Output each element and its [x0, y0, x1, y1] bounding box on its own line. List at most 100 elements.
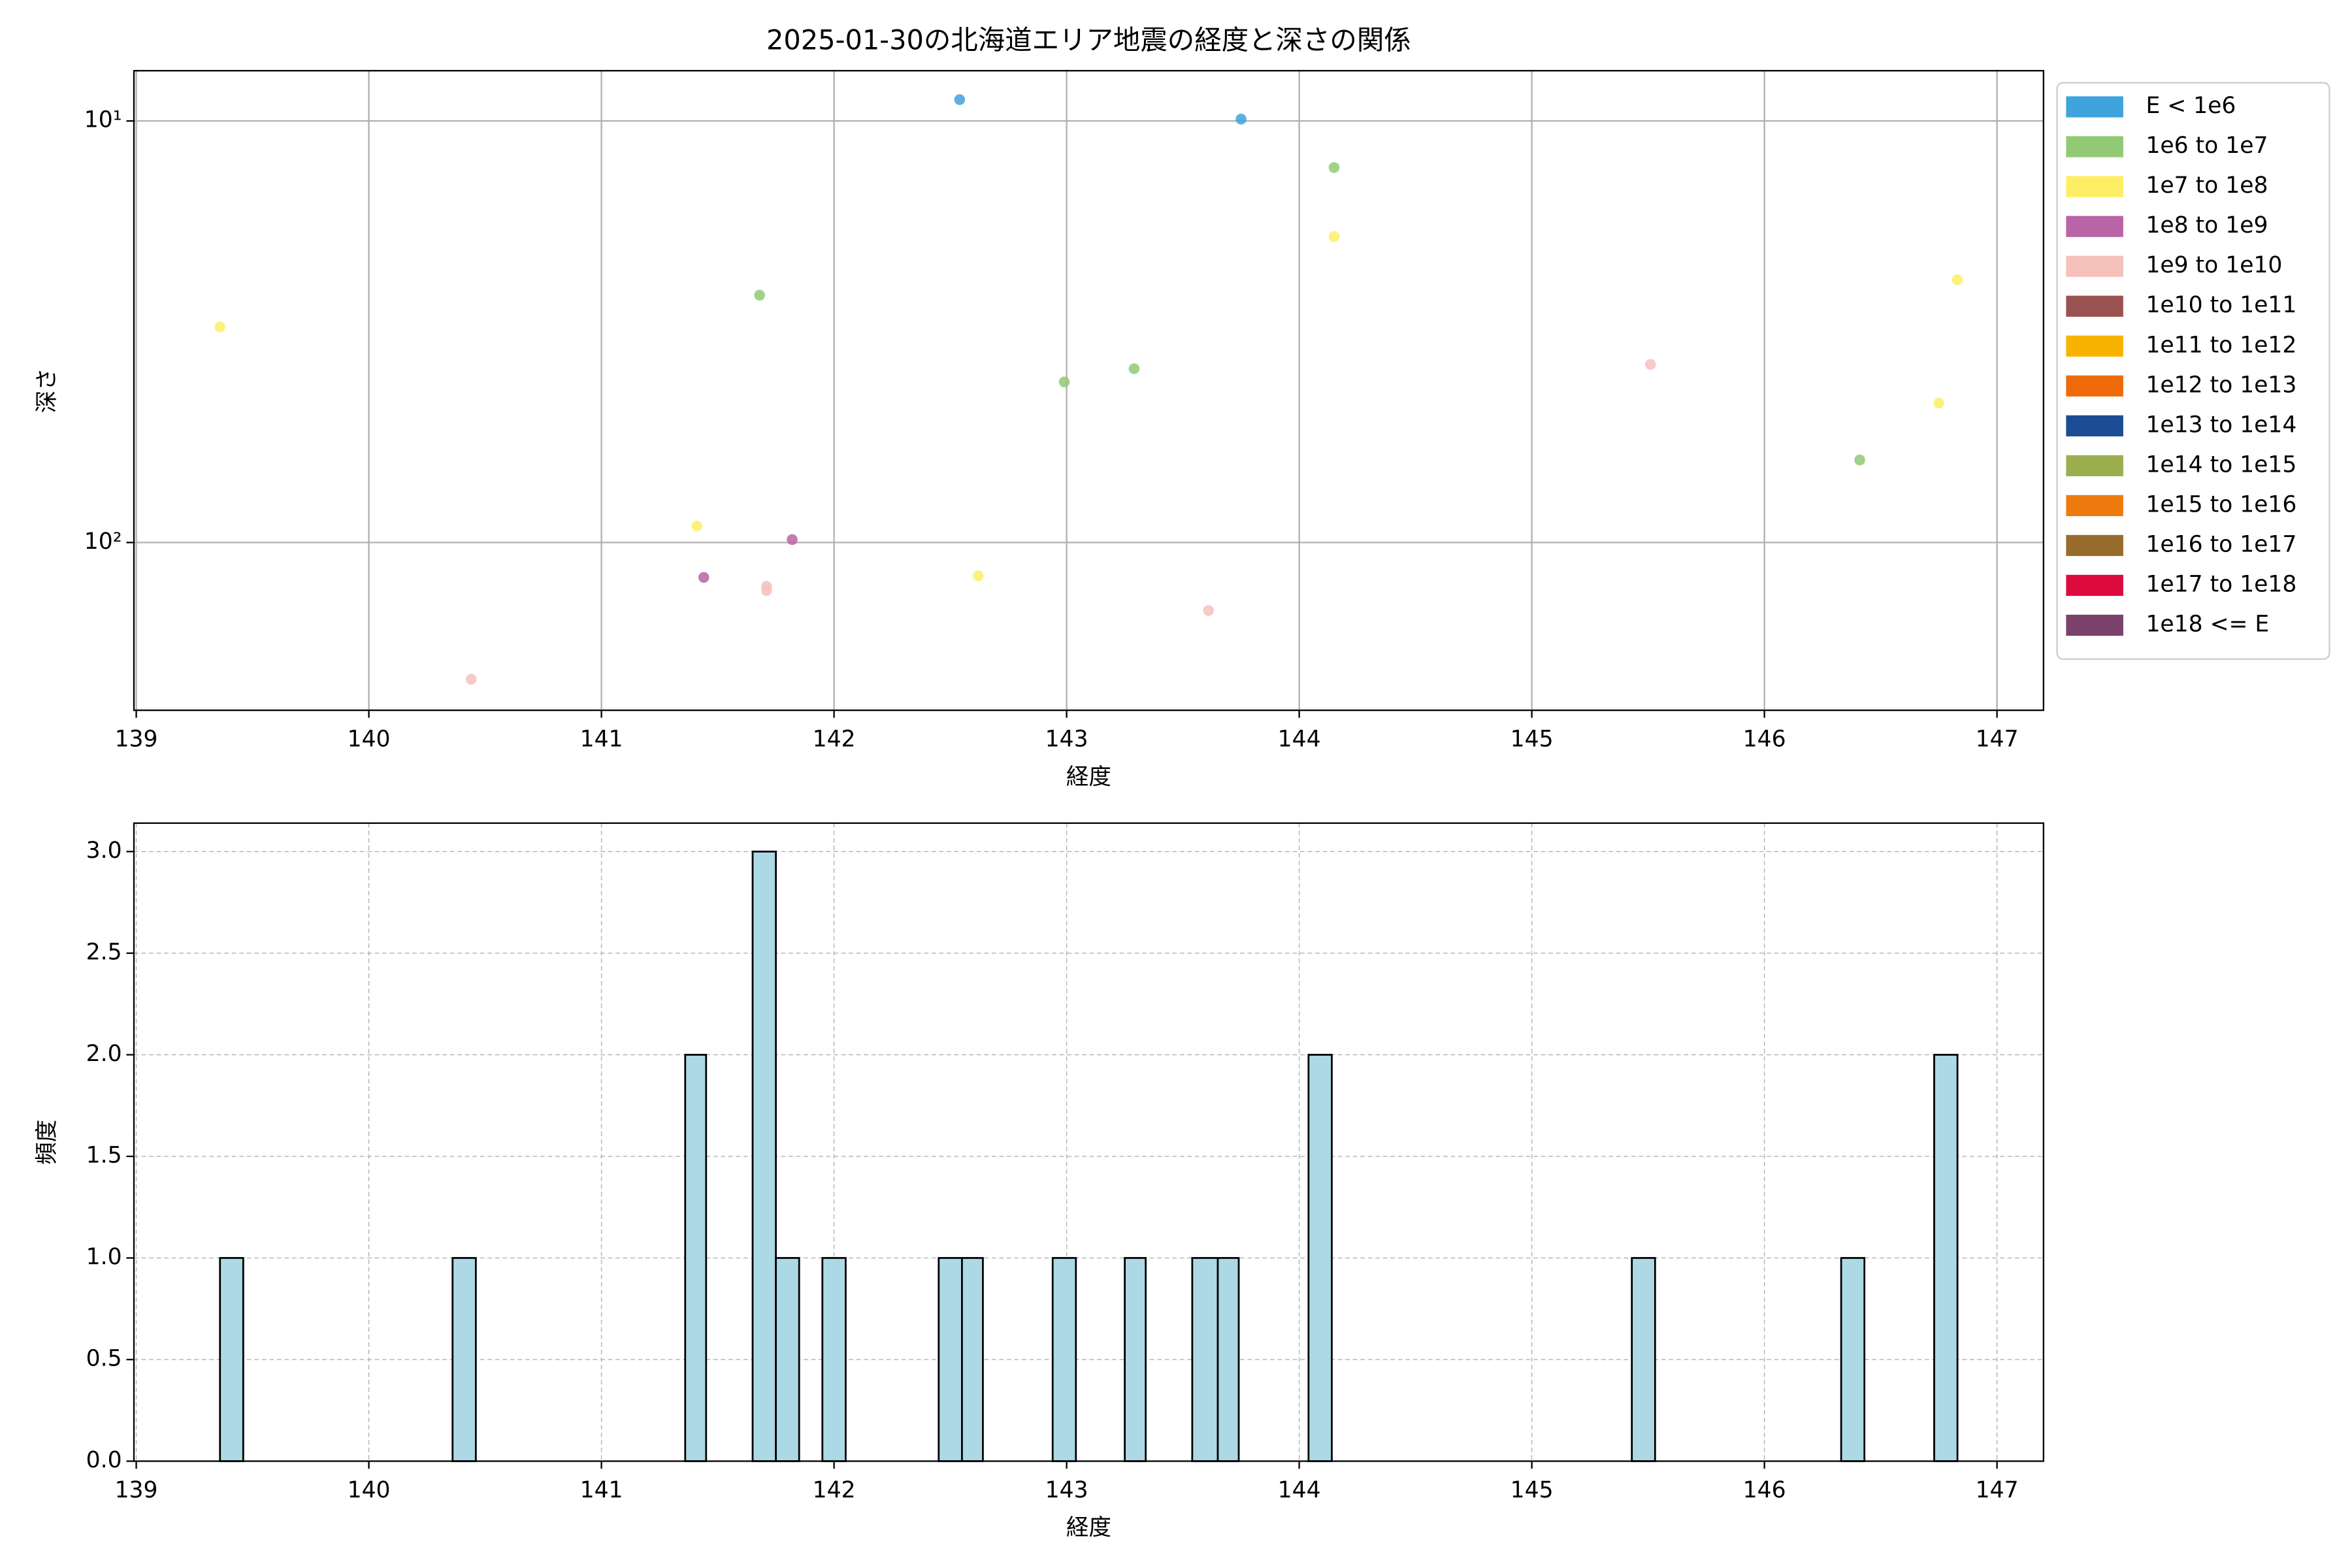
x-tick-label: 145	[1511, 1477, 1554, 1503]
x-axis-label: 経度	[1066, 764, 1111, 790]
histogram-bar	[219, 1257, 244, 1462]
x-tick-label: 144	[1278, 727, 1321, 753]
histogram-bar	[938, 1257, 963, 1462]
y-axis-label: 頻度	[34, 1120, 60, 1165]
legend-swatch	[2066, 534, 2123, 557]
scatter-point	[1933, 397, 1944, 409]
legend-swatch	[2066, 335, 2123, 357]
scatter-point	[754, 289, 765, 301]
legend-swatch	[2066, 96, 2123, 118]
histogram-bar	[451, 1257, 477, 1462]
x-tick-label: 139	[115, 1477, 158, 1503]
x-tick-label: 146	[1743, 727, 1786, 753]
y-axis-label: 深さ	[34, 368, 60, 413]
scatter-point	[973, 570, 984, 581]
x-tick-label: 139	[115, 727, 158, 753]
histogram-bar	[1217, 1257, 1240, 1462]
scatter-point	[465, 674, 477, 685]
x-tick-label: 140	[348, 1477, 391, 1503]
scatter-point	[1952, 274, 1963, 286]
scatter-point	[698, 572, 710, 583]
y-tick-label: 0.5	[86, 1345, 122, 1371]
x-tick-label: 147	[1976, 727, 2019, 753]
chart-title: 2025-01-30の北海道エリア地震の経度と深さの関係	[766, 24, 1411, 56]
histogram-bar	[1933, 1054, 1959, 1462]
legend-label: 1e9 to 1e10	[2146, 252, 2282, 278]
legend-label: 1e8 to 1e9	[2146, 212, 2268, 238]
legend-swatch	[2066, 136, 2123, 157]
legend-label: 1e10 to 1e11	[2146, 292, 2296, 318]
scatter-point	[214, 321, 226, 333]
scatter-point	[1128, 363, 1140, 374]
legend-label: 1e6 to 1e7	[2146, 133, 2268, 159]
legend-label: 1e12 to 1e13	[2146, 372, 2296, 398]
scatter-point	[691, 520, 702, 532]
scatter-point	[1203, 605, 1215, 616]
legend-swatch	[2066, 295, 2123, 317]
x-tick-label: 141	[580, 727, 623, 753]
scatter-point	[1328, 162, 1340, 173]
scatter-point	[954, 94, 966, 105]
legend-label: E < 1e6	[2146, 93, 2236, 119]
legend-label: 1e13 to 1e14	[2146, 412, 2296, 438]
legend-label: 1e7 to 1e8	[2146, 172, 2268, 199]
histogram-bar	[821, 1257, 847, 1462]
y-tick-label: 0.0	[86, 1447, 122, 1473]
legend-swatch	[2066, 614, 2123, 636]
scatter-point	[1644, 359, 1656, 370]
x-tick-label: 146	[1743, 1477, 1786, 1503]
x-axis-label: 経度	[1066, 1515, 1111, 1541]
histogram-bar	[775, 1257, 800, 1462]
plot-frame	[133, 70, 2044, 711]
y-tick-label: 10¹	[84, 107, 122, 133]
x-tick-label: 142	[813, 727, 856, 753]
scatter-point	[761, 585, 772, 596]
legend-swatch	[2066, 415, 2123, 436]
histogram-bar	[684, 1054, 708, 1462]
histogram-bar	[1051, 1257, 1077, 1462]
y-tick-label: 1.5	[86, 1142, 122, 1168]
x-tick-label: 141	[580, 1477, 623, 1503]
x-tick-label: 145	[1511, 727, 1554, 753]
x-tick-label: 143	[1045, 727, 1088, 753]
legend-label: 1e18 <= E	[2146, 612, 2269, 638]
x-tick-label: 147	[1976, 1477, 2019, 1503]
x-tick-label: 142	[813, 1477, 856, 1503]
scatter-point	[1854, 454, 1865, 466]
histogram-bar	[1307, 1054, 1333, 1462]
legend-swatch	[2066, 375, 2123, 397]
y-tick-label: 2.5	[86, 939, 122, 965]
scatter-point	[1058, 376, 1070, 387]
legend-swatch	[2066, 455, 2123, 476]
legend-swatch	[2066, 495, 2123, 517]
y-tick-label: 1.0	[86, 1244, 122, 1270]
legend-label: 1e17 to 1e18	[2146, 571, 2296, 597]
legend-swatch	[2066, 255, 2123, 277]
legend-label: 1e16 to 1e17	[2146, 531, 2296, 557]
histogram-bar	[1631, 1257, 1656, 1462]
legend-swatch	[2066, 574, 2123, 596]
histogram-bar	[961, 1257, 984, 1462]
scatter-point	[1328, 231, 1340, 242]
histogram-bar	[1124, 1257, 1147, 1462]
legend-label: 1e15 to 1e16	[2146, 491, 2296, 517]
plot-frame	[133, 822, 2044, 1462]
scatter-point	[1235, 114, 1247, 125]
legend-swatch	[2066, 216, 2123, 237]
y-tick-label: 2.0	[86, 1041, 122, 1067]
legend-box	[2056, 82, 2330, 660]
histogram-bar	[1191, 1257, 1219, 1462]
y-tick-label: 3.0	[86, 838, 122, 864]
legend-swatch	[2066, 176, 2123, 197]
x-tick-label: 140	[348, 727, 391, 753]
histogram-bar	[751, 851, 777, 1462]
x-tick-label: 143	[1045, 1477, 1088, 1503]
legend-label: 1e14 to 1e15	[2146, 451, 2296, 478]
legend-label: 1e11 to 1e12	[2146, 332, 2296, 358]
histogram-bar	[1840, 1257, 1866, 1462]
y-tick-label: 10²	[84, 529, 122, 555]
scatter-point	[787, 534, 798, 546]
x-tick-label: 144	[1278, 1477, 1321, 1503]
